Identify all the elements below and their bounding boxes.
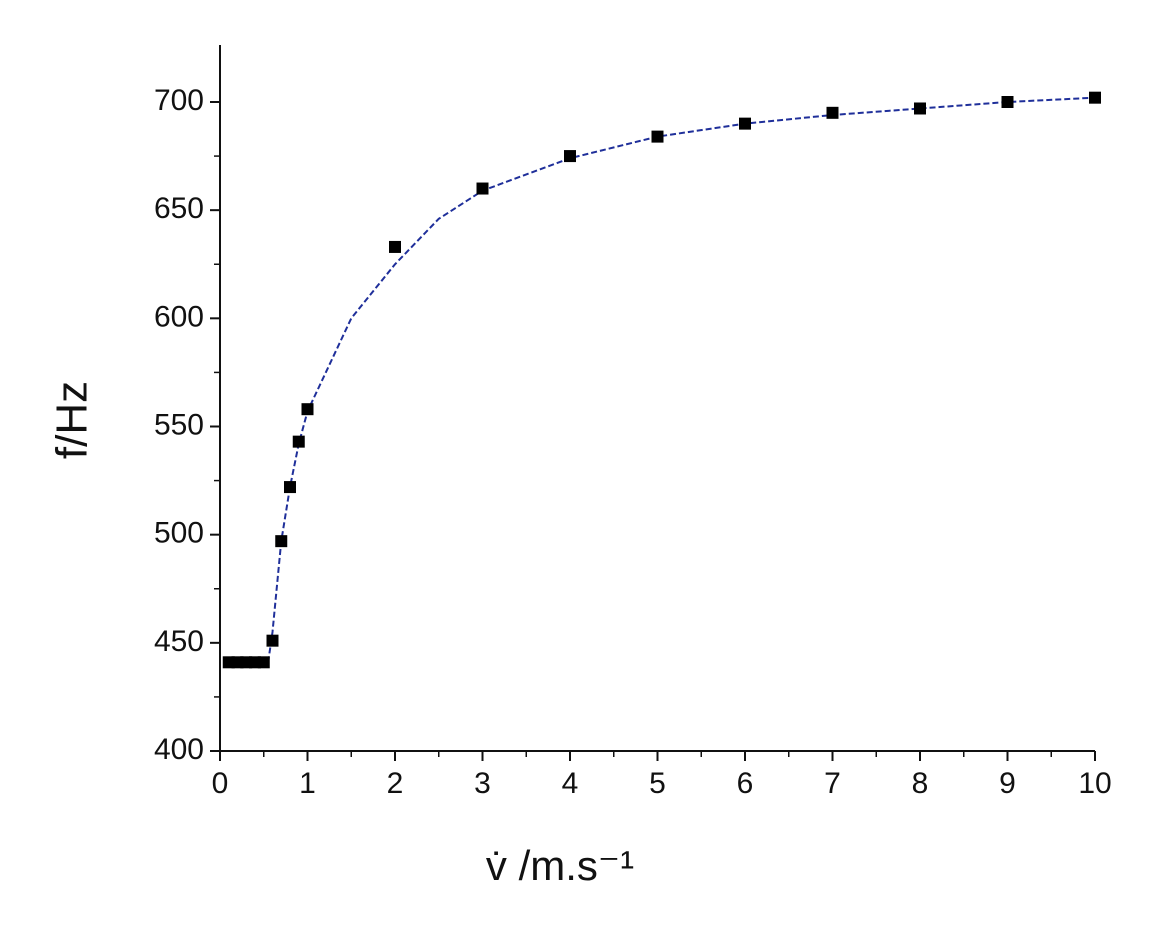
y-tick-label: 600 — [154, 300, 204, 333]
x-tick-label: 6 — [737, 767, 754, 800]
data-point — [1001, 96, 1014, 108]
y-tick-label: 450 — [154, 625, 204, 658]
data-point — [257, 656, 270, 669]
data-point — [292, 435, 305, 448]
y-tick-label: 700 — [154, 84, 204, 117]
data-point — [1089, 91, 1101, 104]
x-tick-label: 10 — [1078, 767, 1111, 800]
x-tick-label: 8 — [912, 767, 929, 800]
data-point — [301, 403, 314, 416]
y-tick-label: 400 — [154, 733, 204, 766]
data-point — [564, 150, 576, 163]
y-axis-label: f/Hz — [48, 381, 97, 459]
data-point — [476, 182, 489, 195]
x-tick-label: 7 — [824, 767, 841, 800]
data-point — [266, 634, 279, 647]
x-tick-label: 9 — [999, 767, 1016, 800]
data-point — [826, 106, 839, 119]
data-point — [389, 240, 401, 253]
x-tick-label: 0 — [212, 767, 229, 800]
x-tick-label: 4 — [562, 767, 579, 800]
data-point — [651, 130, 664, 143]
data-point — [275, 535, 288, 548]
x-tick-label: 3 — [474, 767, 491, 800]
y-tick-label: 650 — [154, 192, 204, 225]
x-axis-label: v̇ /m.s⁻¹ — [486, 842, 634, 889]
x-tick-label: 2 — [387, 767, 404, 800]
data-point — [914, 102, 926, 115]
x-tick-label: 5 — [649, 767, 666, 800]
data-point — [284, 481, 296, 494]
fit-line — [267, 96, 1096, 663]
y-tick-label: 550 — [154, 408, 204, 441]
data-point — [739, 117, 751, 130]
y-tick-label: 500 — [154, 517, 204, 550]
x-tick-label: 1 — [299, 767, 316, 800]
